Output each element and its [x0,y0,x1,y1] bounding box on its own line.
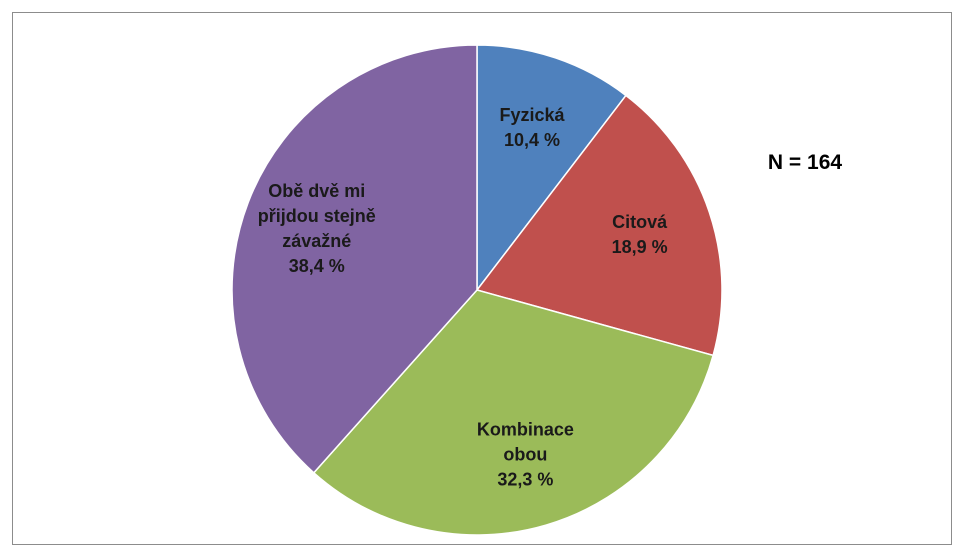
category-label: Obě dvě mi přijdou stejně závažné [257,180,376,251]
slice-label: Obě dvě mi přijdou stejně závažné 38,4 % [252,179,382,279]
slice-label: Kombinace obou 32,3 % [460,417,590,492]
slice-label: Fyzická 10,4 % [467,103,597,153]
pie-slice [231,44,478,474]
category-label: Citová [612,212,668,233]
value-label: 38,4 % [288,255,345,276]
pie-slice [476,44,627,293]
category-label: Fyzická [499,104,565,125]
pie-slice [475,94,723,357]
value-label: 18,9 % [611,237,668,258]
annotation: N = 164 [767,151,843,174]
slice-label: Citová 18,9 % [575,210,705,260]
category-label: Kombinace obou [476,419,574,465]
pie-slice [312,289,715,536]
value-label: 10,4 % [504,129,561,150]
value-label: 32,3 % [497,469,554,490]
